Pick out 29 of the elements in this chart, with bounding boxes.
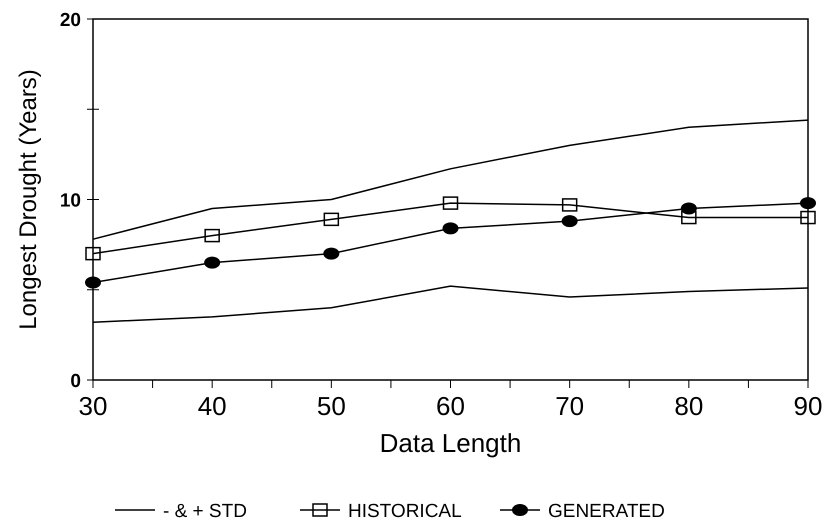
point (85, 276, 101, 289)
x-tick-label: 70 (555, 391, 584, 421)
legend-label: HISTORICAL (348, 501, 462, 522)
x-axis-title: Data Length (380, 428, 522, 458)
point (562, 198, 578, 212)
point (442, 222, 458, 234)
point (800, 197, 816, 210)
x-tick-label: 30 (78, 391, 108, 421)
point (800, 210, 816, 224)
x-tick-label: 60 (436, 391, 465, 421)
point (442, 196, 458, 210)
point (204, 228, 220, 242)
x-tick-label: 40 (198, 391, 227, 421)
point (562, 215, 578, 228)
point (680, 202, 697, 215)
y-axis-title: Longest Drought (Years) (15, 69, 42, 330)
y-tick-label: 10 (60, 190, 81, 212)
point (324, 212, 340, 226)
legend-label: - & + STD (163, 501, 247, 522)
point (323, 248, 340, 260)
legend-label: GENERATED (548, 501, 665, 522)
x-tick-label: 90 (794, 391, 822, 421)
x-tick-label: 50 (316, 391, 346, 421)
y-tick-label: 20 (60, 10, 81, 31)
y-tick-label: 0 (70, 371, 81, 392)
point (681, 210, 697, 224)
point (204, 256, 220, 269)
x-tick-label: 80 (674, 391, 704, 421)
point (85, 246, 101, 260)
